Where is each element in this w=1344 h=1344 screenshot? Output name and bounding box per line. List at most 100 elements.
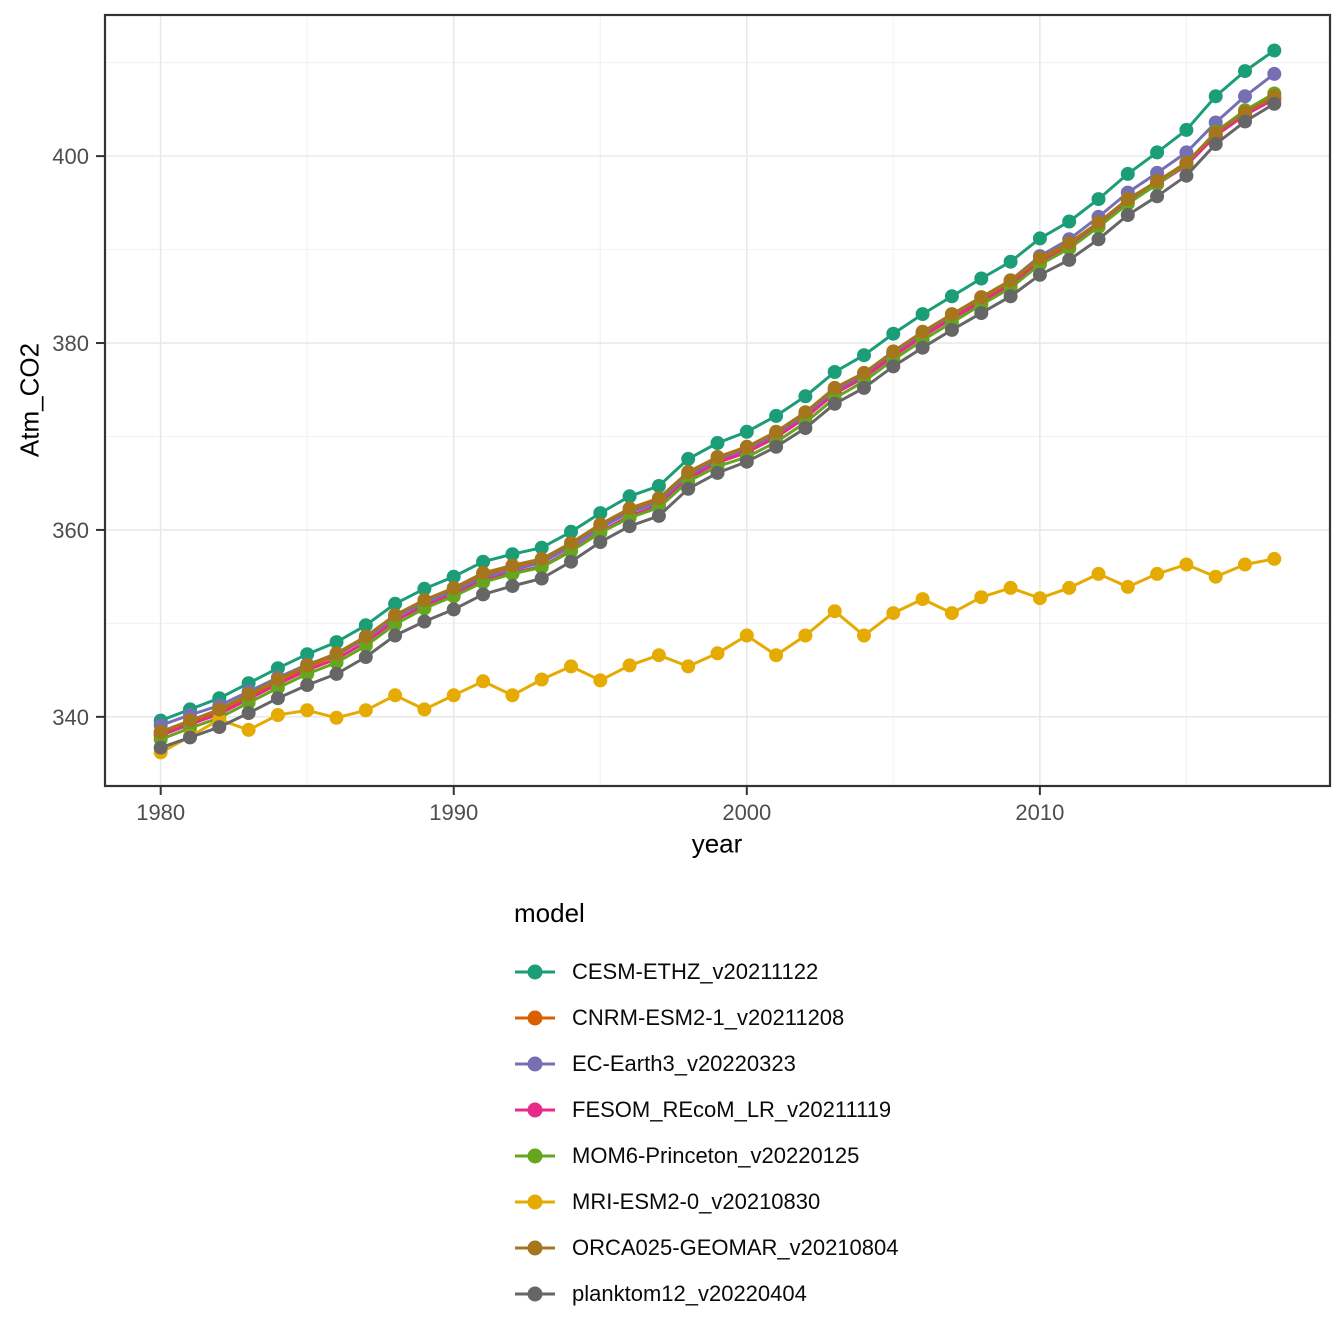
legend-key-icon xyxy=(515,964,555,980)
data-point xyxy=(681,465,696,479)
data-point xyxy=(886,344,901,359)
data-point xyxy=(1238,557,1252,572)
data-point xyxy=(857,380,871,395)
data-point xyxy=(153,740,168,755)
legend-item-mom6-princeton: MOM6-Princeton_v20220125 xyxy=(514,1133,1214,1179)
legend-label: EC-Earth3_v20220323 xyxy=(572,1051,796,1076)
data-point xyxy=(886,326,901,341)
data-point xyxy=(944,322,959,337)
data-point xyxy=(564,536,578,550)
data-point xyxy=(1179,145,1194,160)
data-point xyxy=(1062,580,1077,595)
data-point xyxy=(651,508,666,523)
legend-key-icon xyxy=(515,1056,555,1072)
data-point xyxy=(417,702,432,717)
legend-title: model xyxy=(514,898,585,928)
data-point xyxy=(857,348,871,363)
data-point xyxy=(534,571,549,586)
data-point xyxy=(564,554,578,569)
data-point xyxy=(476,587,491,602)
legend-key-icon xyxy=(515,1010,555,1026)
data-point xyxy=(183,713,197,728)
data-point xyxy=(651,648,666,663)
data-point xyxy=(944,606,959,621)
legend-key-icon xyxy=(515,1102,555,1118)
data-point xyxy=(651,479,666,493)
data-point xyxy=(827,365,842,379)
data-point xyxy=(1032,231,1047,246)
data-point xyxy=(505,547,520,562)
data-point xyxy=(593,506,608,521)
data-point xyxy=(1150,189,1165,204)
data-point xyxy=(1062,214,1077,229)
data-point xyxy=(1003,289,1018,304)
y-tick-label: 400 xyxy=(52,144,89,169)
legend-item-ec-earth3: EC-Earth3_v20220323 xyxy=(514,1041,1214,1087)
legend-label: FESOM_REcoM_LR_v20211119 xyxy=(572,1097,892,1122)
data-point xyxy=(593,517,608,532)
minor-gridlines xyxy=(105,15,1330,786)
data-point xyxy=(1120,208,1135,222)
y-tick-label: 340 xyxy=(52,705,89,730)
data-point xyxy=(739,628,754,643)
legend-key-icon xyxy=(515,1194,555,1210)
data-point xyxy=(827,380,842,395)
data-point xyxy=(1267,66,1282,81)
x-tick-label: 2000 xyxy=(722,800,771,825)
data-point xyxy=(300,678,315,693)
data-point xyxy=(974,306,989,321)
data-point xyxy=(1032,591,1047,606)
data-point xyxy=(915,307,930,322)
data-point xyxy=(622,519,637,534)
data-point xyxy=(1032,251,1047,265)
data-point xyxy=(388,628,403,643)
legend-item-cnrm-esm2-1: CNRM-ESM2-1_v20211208 xyxy=(514,995,1214,1041)
data-point xyxy=(1120,579,1135,594)
data-point xyxy=(446,688,461,703)
data-point xyxy=(505,688,520,703)
data-point xyxy=(886,359,901,374)
data-point xyxy=(1062,252,1077,267)
data-point xyxy=(1179,557,1194,572)
data-point xyxy=(798,405,813,420)
data-point xyxy=(358,703,373,718)
data-point xyxy=(798,421,813,436)
data-point xyxy=(417,614,432,629)
legend-rows: CESM-ETHZ_v20211122 CNRM-ESM2-1_v2021120… xyxy=(514,949,1214,1317)
x-axis: 1980 1990 2000 2010 xyxy=(136,787,1064,825)
data-point xyxy=(857,365,871,380)
data-point xyxy=(358,629,373,644)
data-point xyxy=(1062,236,1077,250)
data-point xyxy=(358,650,373,664)
data-point xyxy=(183,730,197,745)
data-point xyxy=(505,579,520,593)
series-MRI-ESM2-0_v20210830 xyxy=(153,551,1282,760)
legend-label: MOM6-Princeton_v20220125 xyxy=(572,1143,860,1168)
legend-key-icon xyxy=(515,1148,555,1164)
data-point xyxy=(534,672,549,687)
data-point xyxy=(388,596,403,611)
data-point xyxy=(739,454,754,469)
data-point xyxy=(358,618,373,633)
series-planktom12_v20220404 xyxy=(153,96,1282,755)
data-point xyxy=(622,658,637,673)
data-point xyxy=(212,702,227,717)
data-point xyxy=(1091,566,1106,581)
data-point xyxy=(241,687,256,702)
data-point xyxy=(534,540,549,555)
data-point xyxy=(769,648,784,663)
data-point xyxy=(329,710,344,725)
data-point xyxy=(1208,569,1223,584)
y-axis: 340 360 380 400 xyxy=(52,144,104,730)
co2-line-chart: 1980 1990 2000 2010 340 360 380 400 xyxy=(52,13,1332,825)
data-point xyxy=(710,436,725,450)
data-point xyxy=(270,708,285,722)
data-point xyxy=(1003,580,1018,595)
legend: model CESM-ETHZ_v20211122 CNRM-ESM2-1_v2… xyxy=(514,898,1214,1317)
data-point xyxy=(944,307,959,322)
data-point xyxy=(1150,566,1165,581)
legend-item-planktom12: planktom12_v20220404 xyxy=(514,1271,1214,1317)
data-point xyxy=(915,324,930,339)
data-point xyxy=(827,604,842,619)
